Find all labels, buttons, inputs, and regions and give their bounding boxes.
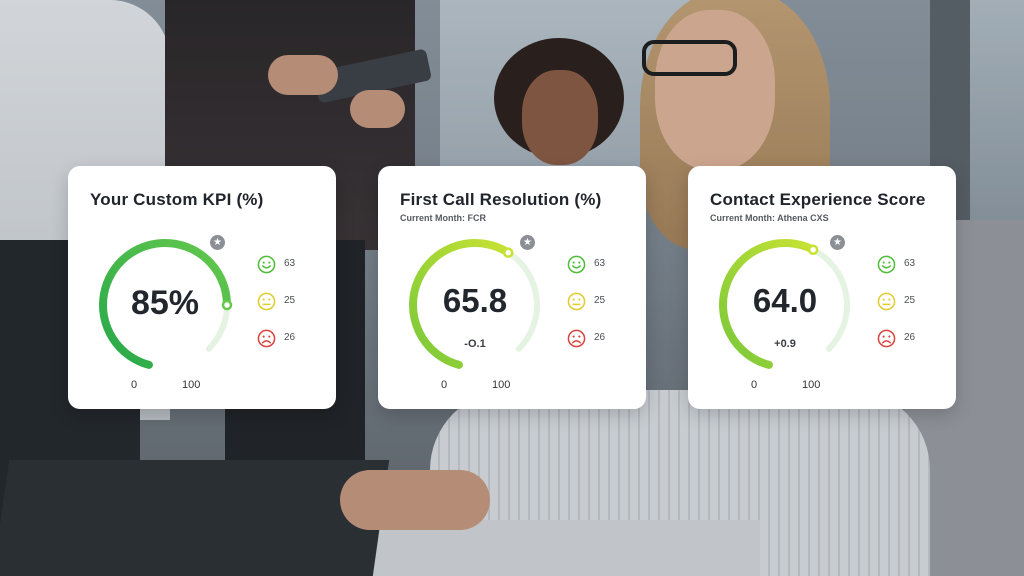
hand bbox=[350, 90, 405, 128]
neutral-face-icon bbox=[877, 292, 896, 311]
gauge-value: 64.0 bbox=[752, 282, 818, 319]
gauge-knob bbox=[221, 299, 233, 311]
hand bbox=[340, 470, 490, 530]
glasses bbox=[642, 40, 737, 76]
star-icon[interactable]: ★ bbox=[520, 235, 535, 250]
gauge-svg bbox=[719, 239, 850, 369]
positive-count: 63 bbox=[904, 258, 916, 269]
star-icon[interactable]: ★ bbox=[210, 235, 225, 250]
axis-min-label: 0 bbox=[751, 379, 758, 391]
kpi-card: First Call Resolution (%) Current Month:… bbox=[378, 166, 646, 409]
frown-face-icon bbox=[877, 329, 896, 348]
gauge-svg bbox=[409, 239, 540, 369]
gauge-delta: -O.1 bbox=[464, 338, 486, 350]
axis-max-label: 100 bbox=[492, 379, 511, 391]
positive-count: 63 bbox=[594, 258, 606, 269]
smile-face-icon bbox=[567, 255, 586, 274]
kpi-card: Contact Experience Score Current Month: … bbox=[688, 166, 956, 409]
gauge-delta: +0.9 bbox=[774, 338, 796, 350]
neutral-count: 25 bbox=[284, 295, 296, 306]
axis-max-label: 100 bbox=[802, 379, 821, 391]
star-icon[interactable]: ★ bbox=[830, 235, 845, 250]
neutral-face-icon bbox=[257, 292, 276, 311]
neutral-count: 25 bbox=[904, 295, 916, 306]
gauge-knob bbox=[502, 247, 514, 258]
axis-min-label: 0 bbox=[441, 379, 448, 391]
gauge-value: 65.8 bbox=[442, 282, 508, 319]
gauge bbox=[710, 230, 860, 380]
smile-face-icon bbox=[257, 255, 276, 274]
negative-count: 26 bbox=[594, 332, 606, 343]
card-subtitle: Current Month: FCR bbox=[400, 213, 486, 223]
card-title: Contact Experience Score bbox=[710, 190, 926, 209]
axis-min-label: 0 bbox=[131, 379, 138, 391]
frown-face-icon bbox=[257, 329, 276, 348]
woman-face bbox=[655, 10, 775, 170]
hand bbox=[268, 55, 338, 95]
gauge-fill bbox=[719, 239, 818, 369]
axis-max-label: 100 bbox=[182, 379, 201, 391]
neutral-face-icon bbox=[567, 292, 586, 311]
frown-face-icon bbox=[567, 329, 586, 348]
gauge-value: 85% bbox=[130, 284, 200, 322]
gauge-fill bbox=[409, 239, 513, 369]
card-subtitle: Current Month: Athena CXS bbox=[710, 213, 829, 223]
card-title: First Call Resolution (%) bbox=[400, 190, 602, 209]
neutral-count: 25 bbox=[594, 295, 606, 306]
person-curly-face bbox=[522, 70, 598, 165]
gauge-svg bbox=[99, 239, 233, 369]
gauge bbox=[400, 230, 550, 380]
positive-count: 63 bbox=[284, 258, 296, 269]
kpi-card: Your Custom KPI (%) ★ 85% 0 100 bbox=[68, 166, 336, 409]
negative-count: 26 bbox=[904, 332, 916, 343]
gauge-knob bbox=[807, 244, 819, 256]
negative-count: 26 bbox=[284, 332, 296, 343]
gauge bbox=[90, 230, 240, 380]
smile-face-icon bbox=[877, 255, 896, 274]
card-title: Your Custom KPI (%) bbox=[90, 190, 264, 209]
gauge-fill bbox=[99, 239, 231, 369]
